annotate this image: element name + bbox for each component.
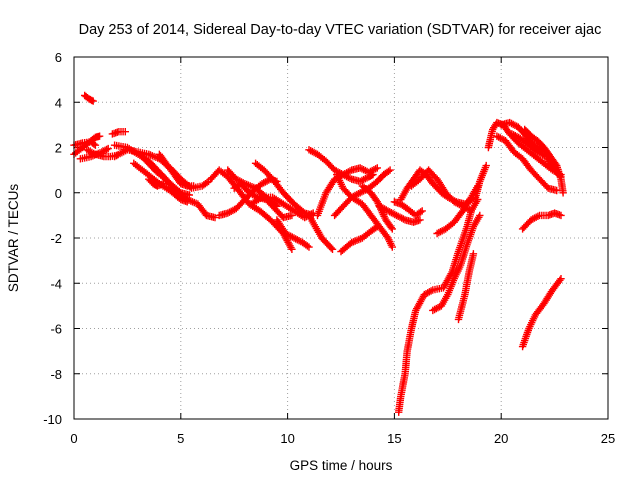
y-tick-label: 6	[55, 50, 62, 65]
data-series	[429, 211, 484, 315]
data-point-markers	[305, 211, 337, 253]
data-point-markers	[454, 250, 478, 324]
x-tick-label: 15	[387, 431, 401, 446]
data-series	[155, 150, 198, 190]
data-point-markers	[518, 209, 565, 233]
y-tick-label: -10	[43, 412, 62, 427]
y-tick-label: -8	[50, 367, 62, 382]
x-tick-label: 25	[601, 431, 615, 446]
data-series	[395, 207, 475, 416]
data-point-markers	[81, 91, 97, 105]
data-series	[333, 170, 396, 251]
data-series	[375, 202, 424, 226]
data-series	[251, 159, 317, 220]
data-series	[273, 216, 313, 251]
data-series	[305, 211, 337, 253]
data-point-markers	[108, 127, 129, 138]
y-tick-label: -4	[50, 276, 62, 291]
data-point-markers	[493, 132, 561, 195]
data-series	[493, 132, 561, 195]
data-series	[521, 125, 567, 197]
x-tick-label: 10	[280, 431, 294, 446]
data-point-markers	[145, 175, 168, 190]
data-point-markers	[429, 211, 484, 315]
plot-frame	[73, 56, 609, 420]
data-point-markers	[207, 166, 296, 253]
data-points	[70, 91, 567, 416]
data-series	[433, 182, 482, 238]
data-series	[108, 127, 129, 138]
y-tick-label: 0	[55, 186, 62, 201]
data-point-markers	[497, 118, 548, 156]
data-point-markers	[140, 155, 219, 222]
data-point-markers	[390, 198, 426, 220]
data-series	[207, 166, 296, 253]
x-tick-label: 20	[494, 431, 508, 446]
y-tick-label: 4	[55, 95, 62, 110]
x-tick-label: 0	[70, 431, 77, 446]
x-axis-label: GPS time / hours	[290, 458, 393, 473]
chart-title: Day 253 of 2014, Sidereal Day-to-day VTE…	[79, 22, 602, 38]
y-axis-label: SDTVAR / TECUs	[6, 184, 21, 293]
y-tick-labels: -10 -8 -6 -4 -2 0 2 4 6	[43, 50, 62, 427]
data-series	[140, 155, 219, 222]
data-series	[518, 209, 565, 233]
data-series	[337, 223, 381, 256]
data-point-markers	[155, 150, 198, 190]
x-tick-labels: 0 5 10 15 20 25	[70, 431, 615, 446]
x-tick-label: 5	[177, 431, 184, 446]
data-series	[454, 250, 478, 324]
data-point-markers	[273, 216, 313, 251]
y-tick-label: -2	[50, 231, 62, 246]
y-tick-label: 2	[55, 141, 62, 156]
y-tick-label: -6	[50, 322, 62, 337]
data-series	[81, 91, 97, 105]
grid-lines	[74, 57, 608, 419]
data-point-markers	[395, 207, 475, 416]
data-point-markers	[337, 223, 381, 256]
data-series	[145, 175, 168, 190]
data-point-markers	[521, 125, 567, 197]
data-point-markers	[433, 182, 482, 238]
data-series	[390, 198, 426, 220]
data-series	[518, 275, 565, 351]
data-point-markers	[518, 275, 565, 351]
data-series	[497, 118, 548, 156]
data-point-markers	[251, 159, 317, 220]
data-point-markers	[333, 170, 396, 251]
data-point-markers	[375, 202, 424, 226]
